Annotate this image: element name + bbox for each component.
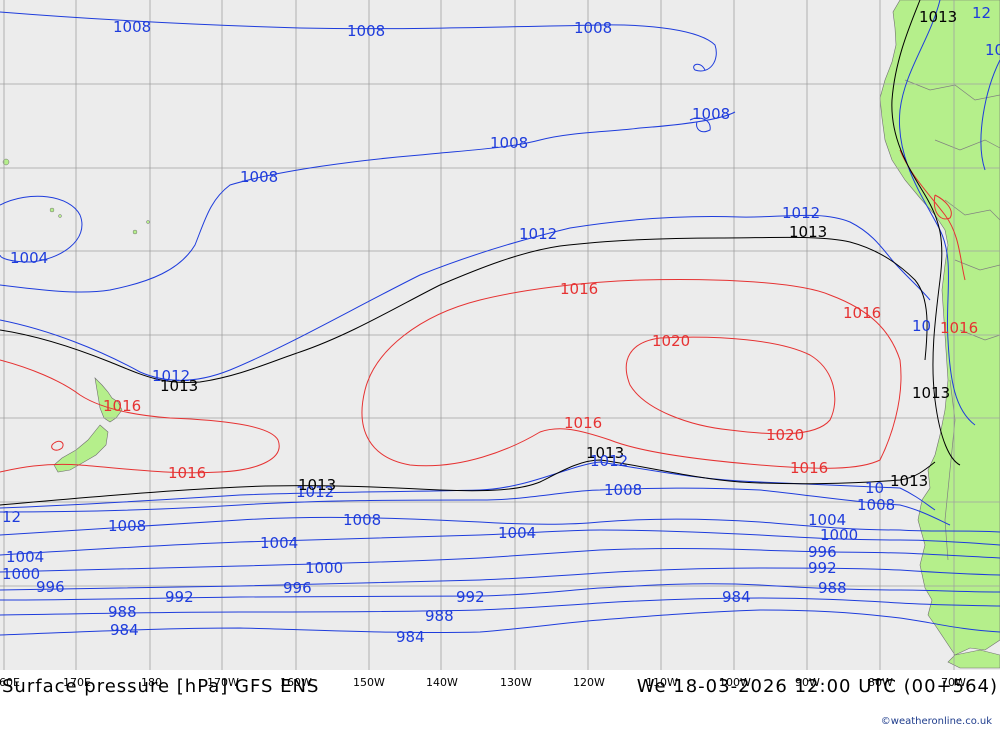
isobar-label: 996 <box>808 543 837 561</box>
lon-label: 170E <box>63 676 91 689</box>
isobar-label: 1012 <box>152 367 190 385</box>
isobar-label: 1016 <box>560 280 598 298</box>
isobar-label: 988 <box>108 603 137 621</box>
isobar-label: 1012 <box>296 483 334 501</box>
lat-lon-grid <box>0 0 1000 670</box>
isobar-label: 1016 <box>168 464 206 482</box>
isobar-label: 1000 <box>305 559 343 577</box>
lon-label: 90W <box>795 676 820 689</box>
isobar-label: 1004 <box>10 249 48 267</box>
isobar-label: 984 <box>110 621 139 639</box>
isobar-label: 10 <box>865 479 884 497</box>
isobar-label: 1004 <box>6 548 44 566</box>
isobars-reference-1013 <box>0 0 961 506</box>
isobar-label: 1008 <box>490 134 528 152</box>
isobar-label: 1012 <box>519 225 557 243</box>
isobar-label: 1013 <box>912 384 950 402</box>
isobar-label: 1020 <box>652 332 690 350</box>
lon-label: 170W <box>207 676 239 689</box>
lon-label: 100W <box>719 676 751 689</box>
isobar-label: 1013 <box>298 476 336 494</box>
isobar-label: 1008 <box>574 19 612 37</box>
isobar-label: 992 <box>808 559 837 577</box>
isobar-label: 10 <box>912 317 931 335</box>
isobar-label: 10 <box>985 41 1000 59</box>
new-zealand-south-island <box>53 424 109 473</box>
country-borders <box>904 79 1000 561</box>
tierra-del-fuego <box>947 649 1000 669</box>
isobar-label: 1013 <box>586 444 624 462</box>
isobar-label: 1013 <box>890 472 928 490</box>
isobar-label: 1012 <box>782 204 820 222</box>
isobar-label: 1008 <box>604 481 642 499</box>
isobar-label: 1008 <box>343 511 381 529</box>
isobar-label: 996 <box>283 579 312 597</box>
lon-label: 130W <box>500 676 532 689</box>
isobar-label: 984 <box>396 628 425 646</box>
isobar-label: 1004 <box>260 534 298 552</box>
credit-link[interactable]: ©weatheronline.co.uk <box>880 716 992 727</box>
isobar-label: 1013 <box>160 377 198 395</box>
isobar-label: 1000 <box>2 565 40 583</box>
isobar-label: 1000 <box>820 526 858 544</box>
isobar-labels: 1008 1008 1008 1008 1008 1008 1004 1012 … <box>2 4 1000 646</box>
isobar-label: 1013 <box>919 8 957 26</box>
valid-time: We 18-03-2026 12:00 UTC (00+564) <box>636 676 998 697</box>
lon-label: 110W <box>646 676 678 689</box>
south-america-landmass <box>879 0 1000 656</box>
small-islands <box>2 158 150 235</box>
lon-label: 140W <box>426 676 458 689</box>
isobar-label: 1008 <box>347 22 385 40</box>
lon-label: 120W <box>573 676 605 689</box>
isobar-label: 1016 <box>103 397 141 415</box>
isobar-label: 1020 <box>766 426 804 444</box>
isobar-label: 1016 <box>843 304 881 322</box>
isobar-label: 1008 <box>108 517 146 535</box>
isobar-label: 996 <box>36 578 65 596</box>
lon-label: 80W <box>868 676 893 689</box>
isobar-label: 992 <box>165 588 194 606</box>
lon-label: 160W <box>280 676 312 689</box>
isobar-label: 1016 <box>790 459 828 477</box>
map-title: Surface pressure [hPa] GFS ENS <box>2 676 320 697</box>
isobar-label: 1008 <box>113 18 151 36</box>
isobar-label: 1008 <box>857 496 895 514</box>
isobar-label: 1012 <box>590 452 628 470</box>
lon-label: 160E <box>0 676 20 689</box>
isobar-label: 12 <box>972 4 991 22</box>
isobar-label: 1008 <box>692 105 730 123</box>
isobar-label: 984 <box>722 588 751 606</box>
lon-label: 70W <box>941 676 966 689</box>
isobar-label: 988 <box>818 579 847 597</box>
lon-label: 150W <box>353 676 385 689</box>
isobar-label: 992 <box>456 588 485 606</box>
new-zealand-north-island <box>94 377 123 423</box>
isobar-label: 1004 <box>808 511 846 529</box>
isobar-label: 1016 <box>940 319 978 337</box>
isobar-label: 1013 <box>789 223 827 241</box>
isobar-label: 12 <box>2 508 21 526</box>
isobar-label: 1016 <box>564 414 602 432</box>
isobar-label: 988 <box>425 607 454 625</box>
longitude-labels: 160E 170E 180 170W 160W 150W 140W 130W 1… <box>0 676 966 689</box>
lon-label: 180 <box>141 676 162 689</box>
isobar-label: 1004 <box>498 524 536 542</box>
isobar-label: 1008 <box>240 168 278 186</box>
